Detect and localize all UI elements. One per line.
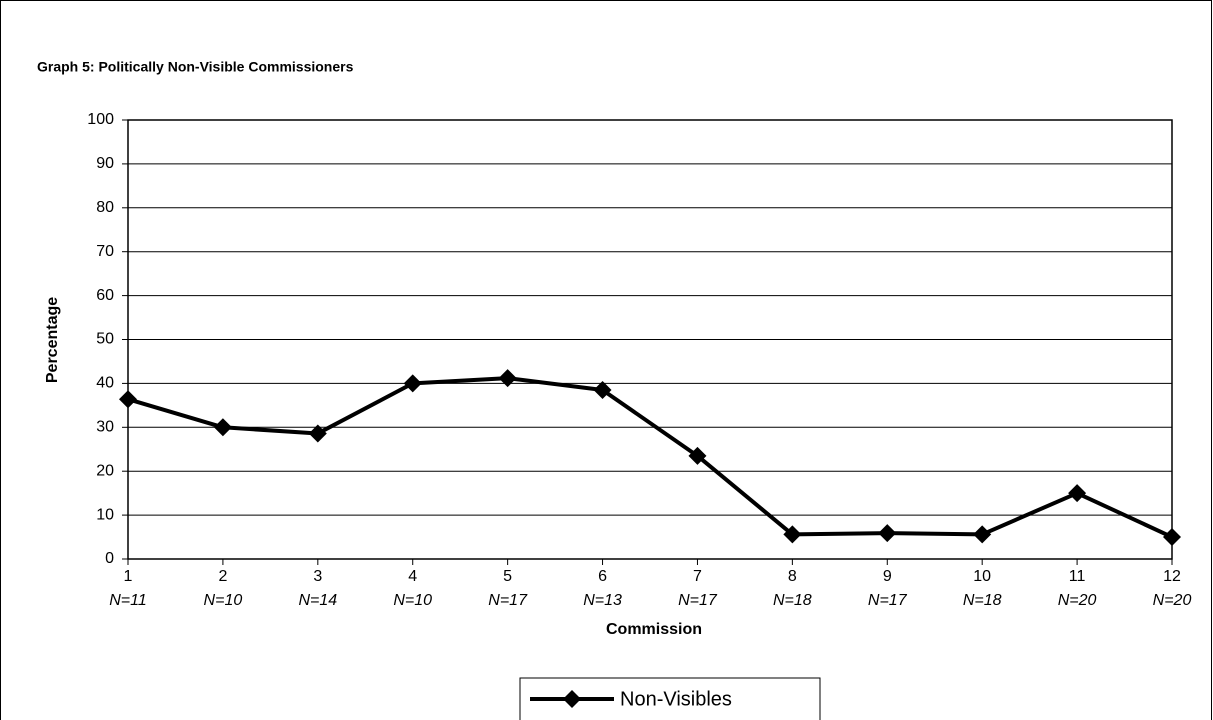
n-label: N=18 xyxy=(773,592,812,609)
data-point xyxy=(308,424,327,443)
data-point xyxy=(1068,484,1087,503)
n-label: N=11 xyxy=(109,592,147,609)
y-tick-label: 30 xyxy=(96,419,114,436)
x-tick-label: 12 xyxy=(1163,568,1181,585)
x-tick-label: 11 xyxy=(1069,568,1086,585)
y-tick-label: 0 xyxy=(105,550,114,567)
x-tick-label: 1 xyxy=(124,568,133,585)
legend-label: Non-Visibles xyxy=(620,688,732,710)
chart-title: Graph 5: Politically Non-Visible Commiss… xyxy=(37,59,354,75)
data-point xyxy=(498,369,517,388)
data-point xyxy=(119,390,137,409)
y-axis-label: Percentage xyxy=(44,297,61,383)
y-tick-label: 80 xyxy=(96,199,114,216)
y-tick-label: 60 xyxy=(96,287,114,304)
plot-border xyxy=(127,119,1173,560)
n-label: N=18 xyxy=(963,592,1002,609)
n-label: N=10 xyxy=(393,592,432,609)
y-tick-label: 50 xyxy=(96,331,114,348)
y-tick-label: 90 xyxy=(96,155,114,172)
y-tick-label: 100 xyxy=(87,111,114,128)
y-tick-label: 70 xyxy=(96,243,114,260)
x-tick-label: 7 xyxy=(693,568,702,585)
data-point xyxy=(783,525,802,544)
n-label: N=17 xyxy=(868,592,908,609)
n-label: N=20 xyxy=(1153,592,1192,609)
data-point xyxy=(688,446,707,465)
y-tick-label: 10 xyxy=(96,506,114,523)
n-label: N=13 xyxy=(583,592,622,609)
legend-marker xyxy=(563,690,581,708)
data-point xyxy=(593,380,612,399)
x-tick-label: 4 xyxy=(408,568,417,585)
data-point xyxy=(973,525,992,544)
x-tick-label: 6 xyxy=(598,568,607,585)
x-tick-label: 8 xyxy=(788,568,797,585)
x-tick-label: 10 xyxy=(973,568,991,585)
y-tick-label: 40 xyxy=(96,375,114,392)
x-tick-label: 9 xyxy=(883,568,892,585)
data-point xyxy=(878,524,897,543)
n-label: N=10 xyxy=(204,592,243,609)
x-tick-label: 2 xyxy=(218,568,227,585)
n-label: N=20 xyxy=(1058,592,1097,609)
x-tick-label: 5 xyxy=(503,568,512,585)
n-label: N=14 xyxy=(298,592,337,609)
y-tick-label: 20 xyxy=(96,462,114,479)
data-point xyxy=(403,374,422,393)
x-tick-label: 3 xyxy=(313,568,322,585)
data-point xyxy=(1163,528,1181,547)
data-line xyxy=(127,376,1173,539)
x-axis-label: Commission xyxy=(606,621,702,638)
data-point xyxy=(213,418,232,437)
n-label: N=17 xyxy=(488,592,528,609)
n-label: N=17 xyxy=(678,592,718,609)
